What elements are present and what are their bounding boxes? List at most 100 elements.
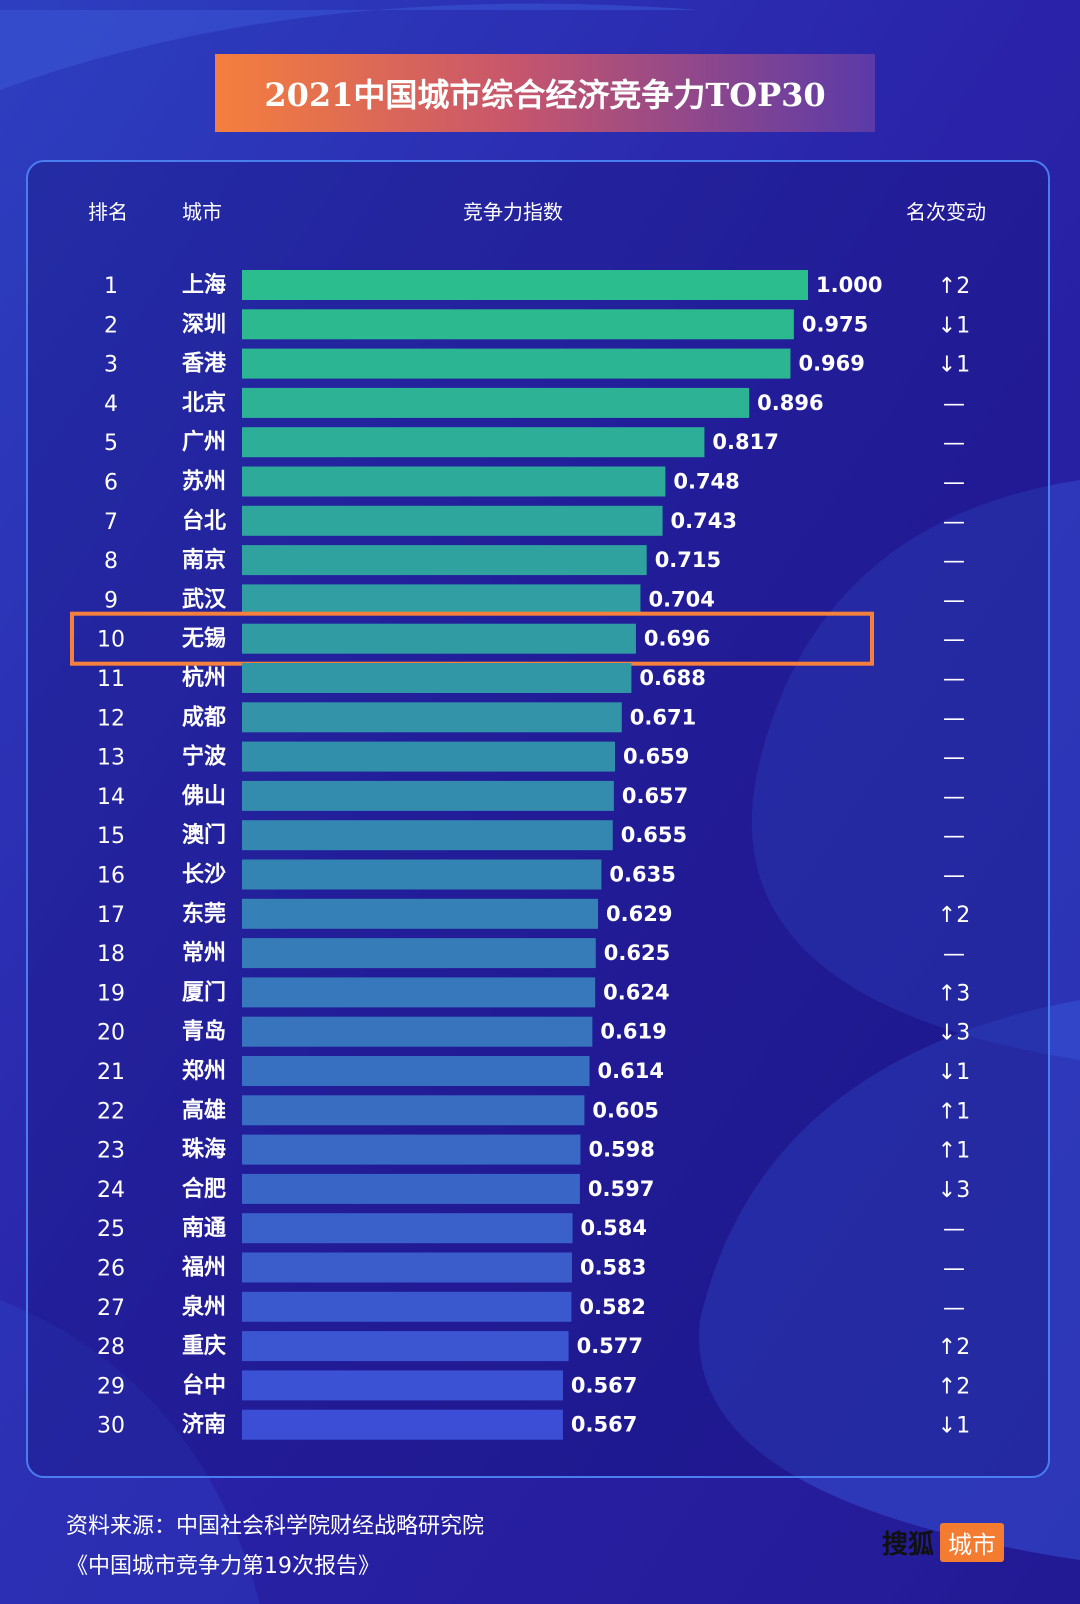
bar-16 bbox=[242, 859, 602, 890]
bar-10 bbox=[242, 623, 636, 654]
sohu-logo: 搜狐 城市 bbox=[882, 1522, 1005, 1562]
change-label-25: — bbox=[943, 1217, 965, 1242]
bar-4 bbox=[242, 387, 750, 418]
change-label-22: ↑1 bbox=[938, 1099, 970, 1124]
city-label-18: 常州 bbox=[182, 940, 226, 966]
change-label-7: — bbox=[943, 510, 965, 535]
header-city: 城市 bbox=[182, 200, 222, 224]
logo-brand: 搜狐 bbox=[882, 1529, 935, 1560]
change-label-8: — bbox=[943, 549, 965, 574]
bar-22 bbox=[242, 1095, 585, 1126]
value-label-22: 0.605 bbox=[592, 1098, 658, 1122]
value-label-5: 0.817 bbox=[712, 430, 778, 454]
city-label-30: 济南 bbox=[182, 1412, 226, 1438]
rank-label-9: 9 bbox=[104, 588, 118, 613]
bar-28 bbox=[242, 1331, 569, 1362]
rank-label-20: 20 bbox=[97, 1021, 125, 1046]
city-label-6: 苏州 bbox=[182, 469, 226, 495]
rank-label-4: 4 bbox=[104, 392, 118, 417]
bar-20 bbox=[242, 1016, 593, 1047]
city-label-15: 澳门 bbox=[182, 822, 226, 848]
rank-label-1: 1 bbox=[104, 274, 118, 299]
city-label-20: 青岛 bbox=[182, 1019, 226, 1045]
city-label-28: 重庆 bbox=[182, 1333, 226, 1359]
bar-27 bbox=[242, 1291, 572, 1322]
city-label-21: 郑州 bbox=[182, 1059, 226, 1084]
bar-5 bbox=[242, 427, 705, 458]
value-label-2: 0.975 bbox=[802, 312, 868, 336]
value-label-4: 0.896 bbox=[757, 391, 823, 415]
change-label-27: — bbox=[943, 1296, 965, 1321]
change-label-14: — bbox=[943, 785, 965, 810]
bar-11 bbox=[242, 663, 632, 693]
value-label-20: 0.619 bbox=[600, 1020, 666, 1044]
header-index: 竞争力指数 bbox=[463, 200, 563, 224]
value-label-18: 0.625 bbox=[604, 941, 670, 965]
change-label-24: ↓3 bbox=[938, 1178, 970, 1203]
city-label-10: 无锡 bbox=[182, 627, 226, 652]
value-label-26: 0.583 bbox=[580, 1256, 646, 1280]
value-label-10: 0.696 bbox=[644, 627, 710, 651]
city-label-9: 武汉 bbox=[182, 587, 227, 612]
city-label-11: 杭州 bbox=[182, 665, 226, 691]
rank-label-6: 6 bbox=[104, 471, 118, 496]
rank-label-14: 14 bbox=[97, 785, 125, 810]
rank-label-17: 17 bbox=[97, 903, 125, 928]
header-rank: 排名 bbox=[88, 200, 128, 224]
change-label-9: — bbox=[943, 588, 965, 613]
city-label-14: 佛山 bbox=[181, 784, 226, 809]
rank-label-19: 19 bbox=[97, 981, 125, 1006]
value-label-15: 0.655 bbox=[621, 823, 687, 847]
logo-box: 城市 bbox=[940, 1522, 1005, 1562]
bar-14 bbox=[242, 780, 614, 811]
city-label-7: 台北 bbox=[182, 508, 226, 534]
change-label-15: — bbox=[943, 824, 965, 849]
bar-24 bbox=[242, 1173, 580, 1204]
value-label-7: 0.743 bbox=[671, 509, 737, 533]
value-label-30: 0.567 bbox=[571, 1413, 637, 1437]
bar-25 bbox=[242, 1213, 573, 1244]
change-label-5: — bbox=[943, 431, 965, 456]
rank-label-7: 7 bbox=[104, 510, 118, 535]
change-label-21: ↓1 bbox=[938, 1060, 970, 1085]
city-label-13: 宁波 bbox=[182, 744, 227, 770]
bar-17 bbox=[242, 898, 599, 929]
city-label-12: 成都 bbox=[182, 705, 226, 730]
chart-title: 2021中国城市综合经济竞争力TOP30 bbox=[264, 76, 826, 114]
value-label-14: 0.657 bbox=[622, 784, 688, 808]
value-label-17: 0.629 bbox=[606, 902, 672, 926]
source-line-2: 《中国城市竞争力第19次报告》 bbox=[66, 1554, 380, 1579]
rank-label-18: 18 bbox=[97, 942, 125, 967]
city-label-5: 广州 bbox=[182, 429, 226, 455]
change-label-18: — bbox=[943, 942, 965, 967]
bar-2 bbox=[242, 309, 794, 340]
value-label-13: 0.659 bbox=[623, 745, 689, 769]
rank-label-12: 12 bbox=[97, 706, 125, 731]
city-label-23: 珠海 bbox=[182, 1137, 226, 1163]
bar-7 bbox=[242, 505, 663, 536]
value-label-11: 0.688 bbox=[639, 666, 705, 690]
rank-label-26: 26 bbox=[97, 1257, 125, 1282]
value-label-21: 0.614 bbox=[598, 1059, 664, 1083]
rank-label-8: 8 bbox=[104, 549, 118, 574]
city-label-25: 南通 bbox=[182, 1216, 226, 1241]
rank-label-10: 10 bbox=[97, 628, 125, 653]
city-label-29: 台中 bbox=[182, 1372, 226, 1398]
city-label-1: 上海 bbox=[182, 272, 226, 298]
rank-label-25: 25 bbox=[97, 1217, 125, 1242]
rank-label-29: 29 bbox=[97, 1374, 125, 1399]
bar-6 bbox=[242, 466, 666, 497]
change-label-29: ↑2 bbox=[938, 1374, 970, 1399]
value-label-16: 0.635 bbox=[609, 863, 675, 887]
bar-23 bbox=[242, 1134, 581, 1165]
change-label-1: ↑2 bbox=[938, 274, 970, 299]
bar-21 bbox=[242, 1056, 590, 1086]
source-line-1: 资料来源：中国社会科学院财经战略研究院 bbox=[66, 1514, 485, 1539]
value-label-29: 0.567 bbox=[571, 1373, 637, 1397]
change-label-30: ↓1 bbox=[938, 1414, 970, 1439]
city-label-3: 香港 bbox=[182, 352, 227, 377]
rank-label-16: 16 bbox=[97, 864, 125, 889]
city-label-8: 南京 bbox=[182, 547, 226, 573]
bar-1 bbox=[242, 270, 808, 300]
rank-label-27: 27 bbox=[97, 1296, 125, 1321]
